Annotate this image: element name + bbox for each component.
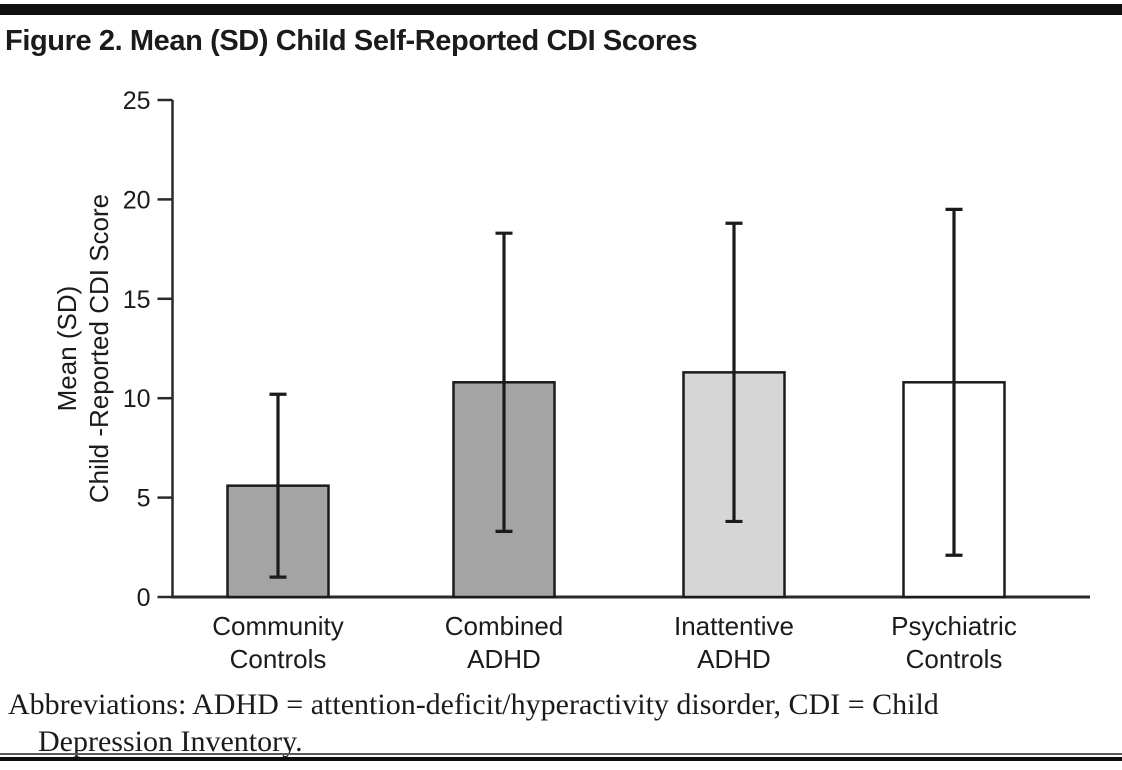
x-category-label-line-2: Controls: [906, 644, 1003, 674]
x-category-label-line-2: Controls: [230, 644, 327, 674]
y-axis-title-line-1: Mean (SD): [52, 286, 82, 412]
y-tick-label: 10: [123, 385, 151, 413]
y-tick-label: 20: [123, 186, 151, 214]
bottom-rule-thick: [0, 757, 1122, 761]
y-tick-label: 0: [137, 584, 151, 612]
abbreviations-line-2: Depression Inventory.: [38, 725, 303, 758]
x-category-label-line-1: Community: [212, 611, 343, 641]
abbreviations-note: Abbreviations: ADHD = attention-deficit/…: [8, 686, 1114, 760]
bottom-rule-thin: [0, 753, 1122, 755]
x-category-label-line-1: Inattentive: [674, 611, 794, 641]
top-rule: [0, 4, 1122, 15]
y-axis-title-line-2: Child -Reported CDI Score: [84, 194, 114, 503]
y-tick-label: 5: [137, 485, 151, 513]
x-category-label-line-1: Combined: [445, 611, 564, 641]
x-category-label-line-2: ADHD: [697, 644, 771, 674]
y-tick-label: 25: [123, 87, 151, 115]
cdi-bar-chart: 0 5 10 15 20 25 Mean (SD) Child -Reported CDI S…: [52, 87, 1090, 674]
x-category-label-line-1: Psychiatric: [891, 611, 1017, 641]
abbreviations-line-1: Abbreviations: ADHD = attention-deficit/…: [8, 688, 939, 721]
x-category-label-line-2: ADHD: [467, 644, 541, 674]
y-tick-label: 15: [123, 286, 151, 314]
figure-title: Figure 2. Mean (SD) Child Self-Reported …: [5, 25, 698, 57]
